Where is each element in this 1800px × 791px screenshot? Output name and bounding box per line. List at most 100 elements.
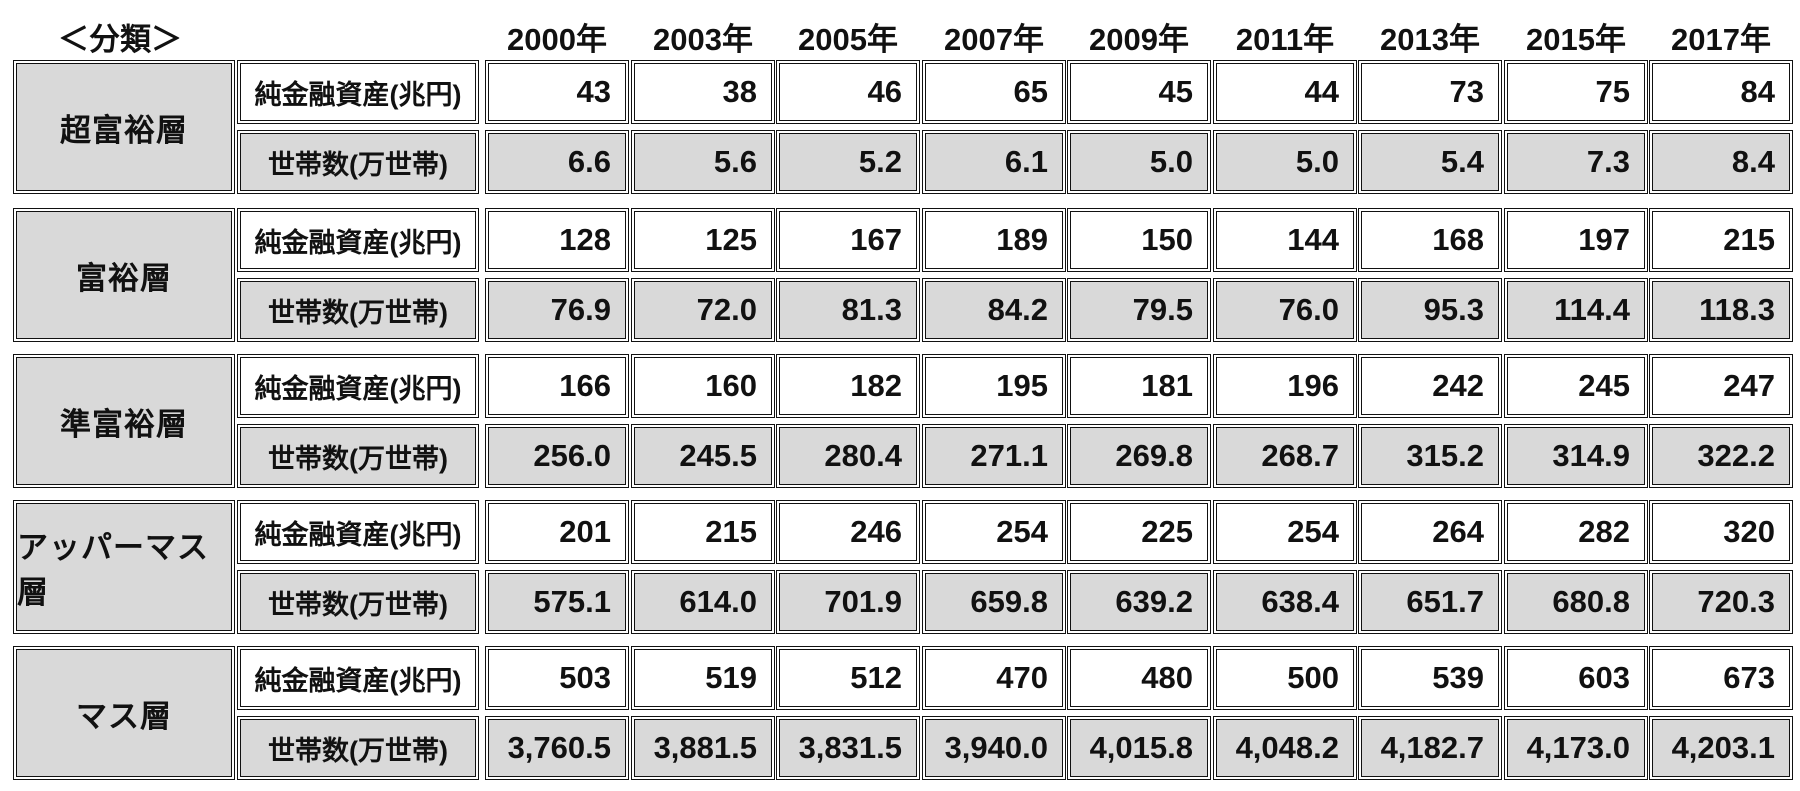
asset-value-cell: 150 <box>1067 208 1211 272</box>
metric-label-assets: 純金融資産(兆円) <box>237 208 479 272</box>
household-value-cell: 315.2 <box>1358 424 1502 488</box>
asset-value-cell: 215 <box>1649 208 1793 272</box>
asset-value-cell: 539 <box>1358 646 1502 710</box>
category-label: マス層 <box>13 646 235 780</box>
metric-label-assets: 純金融資産(兆円) <box>237 354 479 418</box>
household-value-cell: 268.7 <box>1213 424 1357 488</box>
category-label: 準富裕層 <box>13 354 235 488</box>
household-value-cell: 114.4 <box>1504 278 1648 342</box>
asset-value-cell: 84 <box>1649 60 1793 124</box>
asset-value-cell: 603 <box>1504 646 1648 710</box>
asset-value-cell: 75 <box>1504 60 1648 124</box>
asset-value-cell: 73 <box>1358 60 1502 124</box>
household-value-cell: 575.1 <box>485 570 629 634</box>
asset-value-cell: 215 <box>631 500 775 564</box>
year-header: 2003年 <box>653 21 753 57</box>
household-value-cell: 3,881.5 <box>631 716 775 780</box>
household-value-cell: 6.6 <box>485 130 629 194</box>
household-value-cell: 4,173.0 <box>1504 716 1648 780</box>
household-value-cell: 5.0 <box>1213 130 1357 194</box>
asset-value-cell: 247 <box>1649 354 1793 418</box>
year-header: 2015年 <box>1526 21 1626 57</box>
household-value-cell: 5.6 <box>631 130 775 194</box>
household-value-cell: 271.1 <box>922 424 1066 488</box>
asset-value-cell: 46 <box>776 60 920 124</box>
asset-value-cell: 181 <box>1067 354 1211 418</box>
household-value-cell: 76.9 <box>485 278 629 342</box>
asset-value-cell: 264 <box>1358 500 1502 564</box>
household-value-cell: 3,940.0 <box>922 716 1066 780</box>
household-value-cell: 84.2 <box>922 278 1066 342</box>
asset-value-cell: 512 <box>776 646 920 710</box>
household-value-cell: 81.3 <box>776 278 920 342</box>
household-value-cell: 3,831.5 <box>776 716 920 780</box>
asset-value-cell: 503 <box>485 646 629 710</box>
classification-label: ＜分類＞ <box>58 21 182 57</box>
household-value-cell: 614.0 <box>631 570 775 634</box>
asset-value-cell: 65 <box>922 60 1066 124</box>
year-header: 2000年 <box>507 21 607 57</box>
asset-value-cell: 254 <box>1213 500 1357 564</box>
metric-label-households: 世帯数(万世帯) <box>237 424 479 488</box>
household-value-cell: 280.4 <box>776 424 920 488</box>
household-value-cell: 95.3 <box>1358 278 1502 342</box>
asset-value-cell: 282 <box>1504 500 1648 564</box>
asset-value-cell: 160 <box>631 354 775 418</box>
asset-value-cell: 480 <box>1067 646 1211 710</box>
asset-value-cell: 673 <box>1649 646 1793 710</box>
asset-value-cell: 167 <box>776 208 920 272</box>
metric-label-assets: 純金融資産(兆円) <box>237 500 479 564</box>
household-value-cell: 720.3 <box>1649 570 1793 634</box>
household-value-cell: 4,015.8 <box>1067 716 1211 780</box>
asset-value-cell: 166 <box>485 354 629 418</box>
asset-value-cell: 128 <box>485 208 629 272</box>
household-value-cell: 76.0 <box>1213 278 1357 342</box>
year-header: 2007年 <box>944 21 1044 57</box>
metric-label-households: 世帯数(万世帯) <box>237 716 479 780</box>
household-value-cell: 651.7 <box>1358 570 1502 634</box>
asset-value-cell: 196 <box>1213 354 1357 418</box>
asset-value-cell: 45 <box>1067 60 1211 124</box>
asset-value-cell: 320 <box>1649 500 1793 564</box>
asset-value-cell: 246 <box>776 500 920 564</box>
household-value-cell: 256.0 <box>485 424 629 488</box>
year-header: 2009年 <box>1089 21 1189 57</box>
household-value-cell: 4,182.7 <box>1358 716 1502 780</box>
asset-value-cell: 189 <box>922 208 1066 272</box>
asset-value-cell: 500 <box>1213 646 1357 710</box>
household-value-cell: 269.8 <box>1067 424 1211 488</box>
metric-label-households: 世帯数(万世帯) <box>237 130 479 194</box>
household-value-cell: 5.4 <box>1358 130 1502 194</box>
asset-value-cell: 43 <box>485 60 629 124</box>
household-value-cell: 4,203.1 <box>1649 716 1793 780</box>
household-value-cell: 701.9 <box>776 570 920 634</box>
asset-value-cell: 182 <box>776 354 920 418</box>
asset-value-cell: 245 <box>1504 354 1648 418</box>
household-value-cell: 8.4 <box>1649 130 1793 194</box>
asset-value-cell: 38 <box>631 60 775 124</box>
household-value-cell: 322.2 <box>1649 424 1793 488</box>
year-header: 2011年 <box>1235 21 1335 57</box>
asset-value-cell: 519 <box>631 646 775 710</box>
year-header: 2013年 <box>1380 21 1480 57</box>
household-value-cell: 72.0 <box>631 278 775 342</box>
household-value-cell: 638.4 <box>1213 570 1357 634</box>
asset-value-cell: 254 <box>922 500 1066 564</box>
metric-label-assets: 純金融資産(兆円) <box>237 646 479 710</box>
category-label: 超富裕層 <box>13 60 235 194</box>
household-value-cell: 245.5 <box>631 424 775 488</box>
household-value-cell: 79.5 <box>1067 278 1211 342</box>
household-value-cell: 5.0 <box>1067 130 1211 194</box>
asset-value-cell: 168 <box>1358 208 1502 272</box>
asset-value-cell: 197 <box>1504 208 1648 272</box>
year-header: 2005年 <box>798 21 898 57</box>
asset-value-cell: 195 <box>922 354 1066 418</box>
household-value-cell: 314.9 <box>1504 424 1648 488</box>
metric-label-households: 世帯数(万世帯) <box>237 570 479 634</box>
household-value-cell: 7.3 <box>1504 130 1648 194</box>
household-value-cell: 4,048.2 <box>1213 716 1357 780</box>
asset-value-cell: 201 <box>485 500 629 564</box>
asset-value-cell: 225 <box>1067 500 1211 564</box>
asset-value-cell: 470 <box>922 646 1066 710</box>
household-value-cell: 5.2 <box>776 130 920 194</box>
